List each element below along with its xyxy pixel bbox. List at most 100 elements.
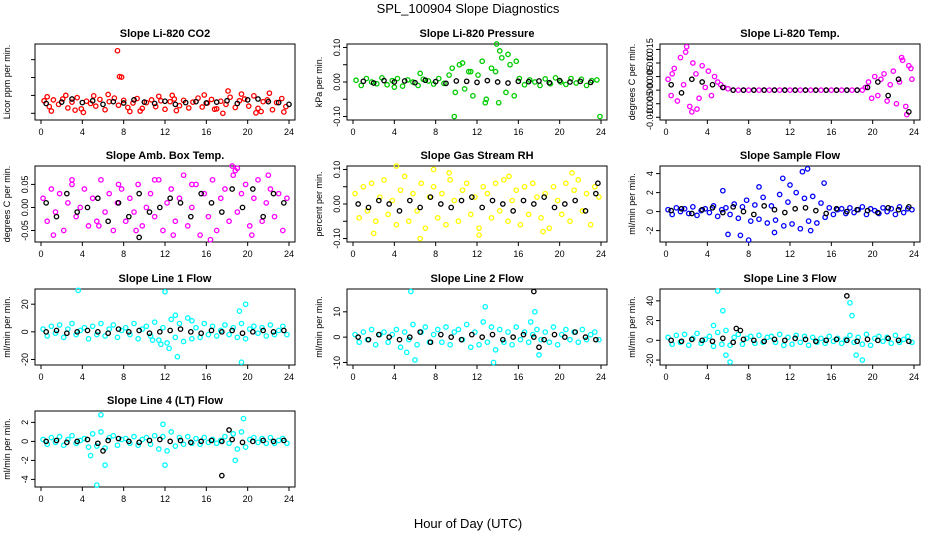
data-point: [434, 326, 441, 333]
data-point: [141, 99, 148, 105]
data-point: [476, 225, 482, 232]
data-point: [690, 204, 696, 210]
data-point: [546, 339, 553, 346]
data-point: [843, 87, 850, 93]
data-point: [719, 187, 726, 194]
data-point: [668, 81, 675, 88]
data-point: [812, 338, 819, 345]
data-point: [255, 330, 261, 337]
y-tick-label: 0.05: [20, 176, 30, 194]
data-point: [467, 344, 474, 351]
x-tick-label: 4: [392, 372, 397, 382]
y-tick-label: -20: [20, 353, 30, 366]
data-point: [173, 107, 180, 114]
data-point: [805, 218, 812, 224]
data-point: [98, 176, 104, 183]
data-point: [797, 225, 804, 232]
data-point: [355, 334, 362, 340]
data-point: [496, 326, 503, 333]
data-point: [234, 165, 241, 172]
data-point: [513, 324, 520, 330]
data-point: [714, 79, 721, 85]
data-point: [688, 210, 695, 217]
data-point: [249, 186, 256, 192]
data-point: [489, 197, 496, 204]
data-point: [727, 359, 733, 365]
data-point: [110, 432, 117, 439]
x-tick-label: 20: [868, 372, 878, 382]
data-point: [53, 327, 60, 334]
data-point: [802, 336, 809, 343]
data-point: [904, 333, 911, 340]
data-point: [710, 322, 717, 329]
data-point: [180, 441, 187, 448]
data-point: [89, 430, 96, 437]
x-tick-label: 20: [868, 127, 878, 137]
data-point: [209, 176, 216, 183]
y-tick-label: 0.10: [332, 39, 342, 57]
data-point: [143, 434, 150, 441]
data-point: [118, 74, 125, 80]
data-point: [766, 87, 773, 93]
data-point: [896, 204, 903, 210]
data-point: [785, 334, 791, 341]
data-point: [750, 87, 757, 93]
data-point: [542, 329, 549, 335]
y-tick-label: 0.00: [332, 73, 342, 91]
data-point: [156, 436, 163, 443]
data-point: [843, 337, 850, 344]
y-tick-label: -4: [20, 475, 30, 483]
data-point: [688, 76, 695, 83]
data-point: [224, 97, 230, 104]
data-point: [229, 163, 236, 169]
data-point: [864, 336, 871, 343]
data-point: [286, 101, 292, 108]
chart-panel-1: Slope Li-820 CO2 Licor ppm per min. 0 4 8 12 1…: [2, 28, 296, 137]
data-point: [412, 79, 418, 86]
x-tick-label: 16: [826, 372, 836, 382]
data-point: [417, 70, 424, 77]
data-point: [843, 293, 850, 299]
data-point: [506, 173, 512, 180]
data-point: [807, 87, 814, 93]
data-point: [225, 88, 231, 94]
data-point: [594, 77, 600, 83]
data-point: [569, 170, 575, 176]
data-point: [238, 429, 245, 435]
data-point: [167, 195, 174, 202]
data-point: [278, 95, 285, 102]
data-point: [771, 336, 778, 343]
data-point: [273, 99, 280, 106]
data-point: [352, 190, 358, 197]
chart-panel-2: Slope Li-820 Pressure kPa per min. 0 4 8 12 16…: [314, 28, 608, 137]
y-tick-label: -2: [645, 227, 655, 235]
data-point: [269, 106, 276, 113]
data-point: [372, 341, 379, 348]
data-point: [415, 82, 421, 89]
data-point: [505, 51, 511, 58]
data-point: [530, 201, 537, 207]
data-point: [756, 87, 762, 93]
data-point: [541, 336, 548, 343]
data-point: [696, 95, 702, 102]
data-point: [386, 201, 393, 207]
data-point: [162, 98, 168, 105]
data-point: [40, 326, 46, 332]
data-point: [105, 437, 112, 444]
data-point: [521, 81, 528, 88]
data-point: [110, 98, 117, 105]
data-point: [900, 209, 907, 216]
data-point: [678, 90, 685, 96]
data-point: [668, 92, 675, 99]
data-point: [830, 211, 837, 218]
x-tick-label: 16: [201, 127, 211, 137]
data-point: [60, 334, 67, 341]
data-point: [747, 333, 754, 340]
data-point: [527, 319, 534, 325]
data-point: [96, 223, 102, 229]
data-point: [833, 336, 840, 343]
data-point: [106, 190, 113, 197]
data-point: [492, 346, 499, 353]
data-point: [591, 329, 598, 335]
data-point: [541, 194, 548, 200]
